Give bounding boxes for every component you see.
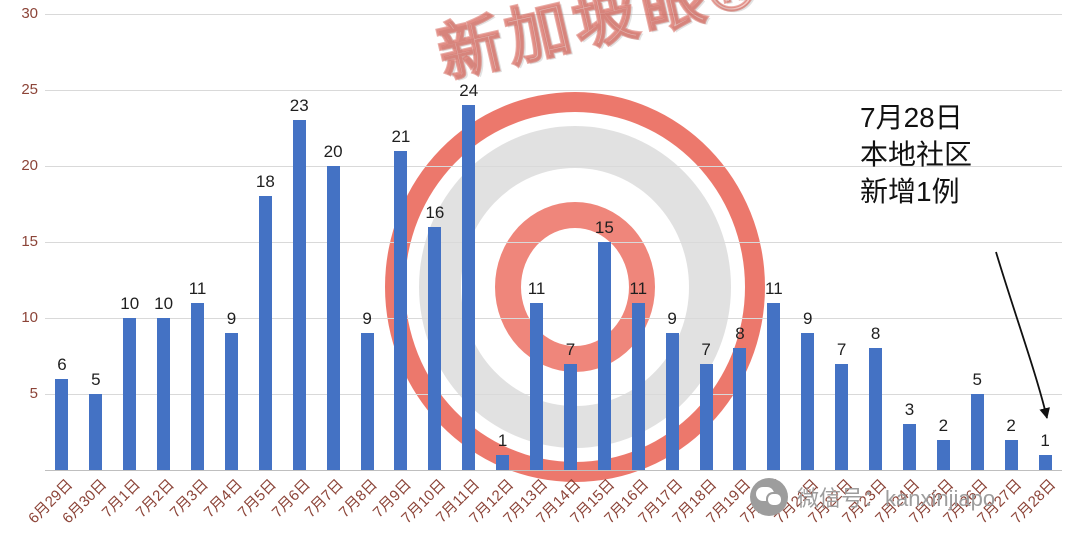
bar-value-label: 7 bbox=[836, 339, 847, 359]
bar-value-label: 24 bbox=[459, 81, 479, 101]
bar-value-label: 2 bbox=[1006, 415, 1016, 435]
bar-value-label: 6 bbox=[57, 354, 67, 374]
bar-value-label: 10 bbox=[154, 294, 174, 313]
bar-value-label: 7 bbox=[701, 339, 711, 359]
bar bbox=[936, 439, 950, 470]
y-axis-label: 25 bbox=[21, 81, 38, 98]
bar bbox=[157, 318, 171, 470]
gridline bbox=[45, 394, 1062, 395]
y-axis: 5 10 15 20 25 30 bbox=[0, 5, 40, 470]
x-axis-line bbox=[45, 470, 1062, 471]
bar bbox=[326, 166, 340, 470]
gridline bbox=[45, 242, 1062, 243]
y-axis-label: 20 bbox=[21, 157, 38, 174]
bar bbox=[902, 424, 916, 470]
bar bbox=[191, 302, 205, 470]
gridline bbox=[45, 90, 1062, 91]
bar bbox=[89, 394, 103, 470]
y-axis-label: 15 bbox=[21, 233, 38, 250]
bar bbox=[394, 150, 408, 470]
bar bbox=[631, 302, 645, 470]
gridline bbox=[45, 14, 1062, 15]
bar-value-label: 11 bbox=[527, 278, 546, 298]
bar-value-label: 23 bbox=[289, 96, 309, 116]
annotation-line-1: 7月28日 bbox=[860, 102, 963, 133]
bar-value-label: 5 bbox=[91, 370, 101, 389]
bar bbox=[496, 454, 510, 470]
bar bbox=[597, 242, 611, 470]
bar bbox=[224, 333, 238, 470]
bar bbox=[1038, 454, 1052, 470]
x-axis: 6月29日 6月30日 7月1日 7月2日 7月3日 7月4日 7月5日 7月6日 7月7日 7月… bbox=[25, 474, 1062, 547]
bar-value-label: 18 bbox=[255, 172, 275, 192]
bar bbox=[292, 120, 306, 470]
bar bbox=[123, 318, 137, 470]
bar-value-label: 11 bbox=[629, 278, 648, 298]
bar bbox=[258, 196, 272, 470]
annotation-line-2: 本地社区 bbox=[860, 138, 973, 170]
bar-value-label: 7 bbox=[565, 339, 576, 359]
bar bbox=[462, 105, 476, 470]
annotation-text: 7月28日 本地社区 新增1例 bbox=[860, 100, 972, 211]
bar bbox=[733, 348, 747, 470]
bar bbox=[767, 302, 781, 470]
bar bbox=[665, 333, 679, 470]
bar bbox=[869, 348, 883, 470]
bar-value-label: 9 bbox=[226, 309, 237, 329]
bar bbox=[1004, 439, 1018, 470]
bar-value-label: 20 bbox=[323, 142, 343, 161]
bar bbox=[801, 333, 815, 470]
bar-value-label: 10 bbox=[120, 294, 140, 313]
gridline bbox=[45, 318, 1062, 319]
bar-value-label: 21 bbox=[391, 126, 411, 146]
bar-value-label: 2 bbox=[938, 415, 949, 435]
bar-value-label: 9 bbox=[667, 309, 677, 329]
bar bbox=[428, 226, 442, 470]
bar bbox=[530, 302, 544, 470]
plot-area: 6 5 10 10 11 9 18 23 20 9 21 16 24 1 11 7 15 11 9 7 8 11 9 7 8 3 2… bbox=[45, 14, 1062, 471]
bar-value-label: 16 bbox=[425, 202, 445, 222]
y-axis-label: 10 bbox=[21, 309, 38, 326]
y-axis-label: 30 bbox=[21, 5, 38, 22]
bar-value-label: 11 bbox=[188, 278, 207, 298]
bar-value-label: 11 bbox=[765, 278, 783, 298]
bar-value-label: 1 bbox=[497, 430, 508, 450]
bar-value-label: 1 bbox=[1040, 430, 1050, 450]
y-axis-label: 5 bbox=[29, 385, 38, 402]
bar bbox=[699, 363, 713, 470]
annotation-line-3: 新增1例 bbox=[860, 175, 960, 207]
bar bbox=[360, 333, 374, 470]
bar bbox=[970, 394, 984, 470]
bar bbox=[563, 363, 577, 470]
bar-value-label: 15 bbox=[594, 218, 614, 237]
bar-value-label: 8 bbox=[870, 324, 881, 344]
bar-value-label: 5 bbox=[972, 370, 982, 389]
bar-value-label: 8 bbox=[735, 324, 745, 344]
bar-value-label: 9 bbox=[362, 309, 372, 329]
bar-value-label: 3 bbox=[904, 400, 915, 420]
bar bbox=[55, 378, 69, 470]
bar-value-label: 9 bbox=[803, 309, 813, 329]
bar bbox=[835, 363, 849, 470]
